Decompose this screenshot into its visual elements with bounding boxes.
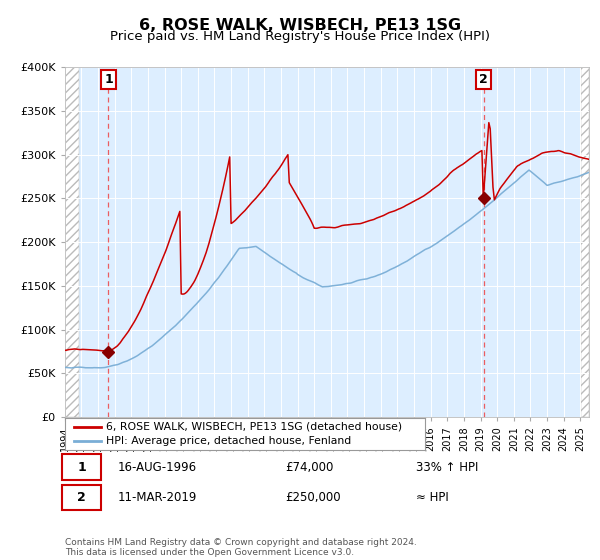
Text: 1: 1 — [104, 73, 113, 86]
Text: £74,000: £74,000 — [285, 460, 333, 474]
Bar — [65, 67, 79, 417]
Text: 16-AUG-1996: 16-AUG-1996 — [117, 460, 196, 474]
Text: HPI: Average price, detached house, Fenland: HPI: Average price, detached house, Fenl… — [106, 436, 352, 446]
Text: 33% ↑ HPI: 33% ↑ HPI — [416, 460, 478, 474]
Text: 2: 2 — [77, 491, 86, 504]
Text: Price paid vs. HM Land Registry's House Price Index (HPI): Price paid vs. HM Land Registry's House … — [110, 30, 490, 43]
Text: £250,000: £250,000 — [285, 491, 340, 504]
Bar — [581, 67, 589, 417]
FancyBboxPatch shape — [62, 454, 101, 480]
Text: 6, ROSE WALK, WISBECH, PE13 1SG: 6, ROSE WALK, WISBECH, PE13 1SG — [139, 18, 461, 33]
Text: 2: 2 — [479, 73, 488, 86]
Text: 1: 1 — [77, 460, 86, 474]
Text: ≈ HPI: ≈ HPI — [416, 491, 448, 504]
FancyBboxPatch shape — [62, 484, 101, 510]
Text: 6, ROSE WALK, WISBECH, PE13 1SG (detached house): 6, ROSE WALK, WISBECH, PE13 1SG (detache… — [106, 422, 403, 432]
Text: Contains HM Land Registry data © Crown copyright and database right 2024.
This d: Contains HM Land Registry data © Crown c… — [65, 538, 416, 557]
Text: 11-MAR-2019: 11-MAR-2019 — [117, 491, 197, 504]
